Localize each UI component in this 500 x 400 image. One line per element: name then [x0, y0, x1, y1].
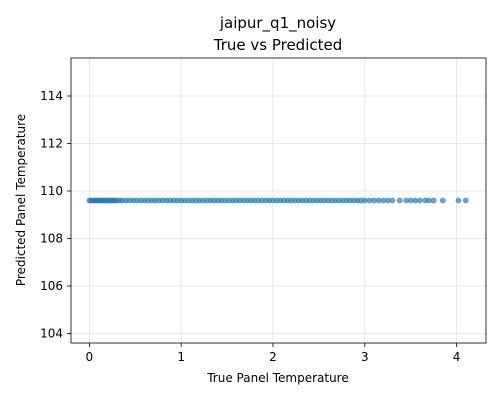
plot-frame: [70, 57, 487, 344]
x-tick-label: 2: [269, 350, 277, 364]
axis-ticks: 0 1 2 3 4 104 106 108 110 112 114: [40, 89, 460, 364]
scatter-point: [396, 197, 403, 204]
y-tick-label: 106: [40, 279, 63, 293]
scatter-point: [417, 197, 423, 204]
y-tick-label: 110: [40, 184, 63, 198]
scatter-point: [430, 197, 437, 204]
chart-title-line2: True vs Predicted: [213, 36, 343, 54]
scatter-point: [462, 197, 469, 204]
scatter-point: [439, 197, 446, 204]
y-axis-label: Predicted Panel Temperature: [14, 114, 28, 286]
scatter-point: [455, 197, 462, 204]
y-tick-label: 108: [40, 232, 63, 246]
scatter-point: [389, 197, 396, 204]
y-tick-label: 112: [40, 137, 63, 151]
scatter-points: [86, 197, 469, 204]
chart-title-line1: jaipur_q1_noisy: [219, 14, 336, 33]
y-tick-label: 104: [40, 327, 63, 341]
x-axis-label: True Panel Temperature: [206, 371, 349, 385]
x-tick-label: 3: [361, 350, 369, 364]
x-tick-label: 0: [86, 350, 94, 364]
x-tick-label: 1: [177, 350, 185, 364]
y-tick-label: 114: [40, 89, 63, 103]
x-tick-label: 4: [453, 350, 461, 364]
